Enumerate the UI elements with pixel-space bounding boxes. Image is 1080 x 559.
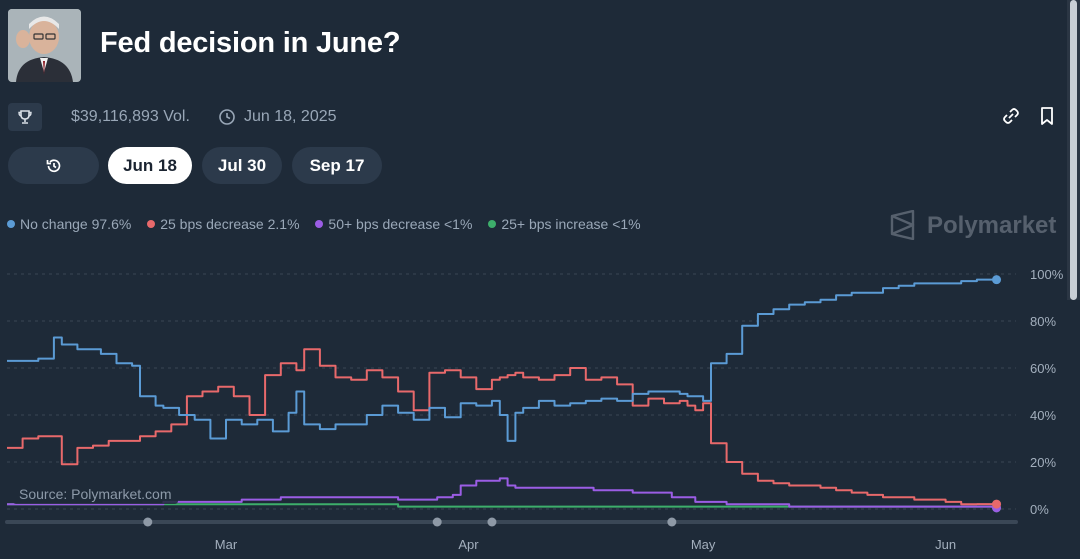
legend-label: 25 bps decrease 2.1% xyxy=(160,216,300,232)
legend-item-25-bps-increase: 25+ bps increase <1% xyxy=(488,216,641,232)
volume-label: $39,116,893 Vol. xyxy=(71,108,190,125)
history-icon xyxy=(46,158,60,172)
y-tick-label: 0% xyxy=(1030,502,1049,517)
legend-item-50-bps-decrease: 50+ bps decrease <1% xyxy=(315,216,472,232)
tab-sep-17[interactable]: Sep 17 xyxy=(292,147,382,184)
legend-item-no-change: No change 97.6% xyxy=(7,216,131,232)
link-icon[interactable] xyxy=(1001,106,1021,126)
source-label: Source: Polymarket.com xyxy=(13,484,178,504)
timeline-marker xyxy=(487,517,497,527)
timeline-marker xyxy=(432,517,442,527)
scrollbar[interactable] xyxy=(1067,0,1080,300)
end-date-label: Jun 18, 2025 xyxy=(244,108,337,125)
page-title: Fed decision in June? xyxy=(100,27,401,59)
clock-icon xyxy=(219,109,235,125)
series-layer xyxy=(7,275,1002,513)
legend-dot xyxy=(147,220,156,228)
series-no-change xyxy=(7,278,993,442)
series-no-change-end-point xyxy=(992,275,1002,285)
series-50-bps-decrease xyxy=(7,477,994,508)
tab-jun-18[interactable]: Jun 18 xyxy=(108,147,192,184)
legend-label: 50+ bps decrease <1% xyxy=(328,216,473,232)
chart-grid xyxy=(7,273,1016,510)
y-tick-label: 100% xyxy=(1030,267,1064,282)
y-tick-label: 40% xyxy=(1030,408,1056,423)
bookmark-icon[interactable] xyxy=(1038,106,1056,126)
probability-chart: 100% 80% 60% 40% 20% 0% Mar Apr May Jun xyxy=(5,267,1064,552)
legend-dot xyxy=(7,220,15,228)
trophy-badge[interactable] xyxy=(8,103,42,131)
legend-dot xyxy=(488,220,497,228)
avatar xyxy=(8,9,81,82)
brand-name: Polymarket xyxy=(927,212,1057,239)
y-tick-label: 60% xyxy=(1030,361,1056,376)
tab-jul-30[interactable]: Jul 30 xyxy=(202,147,282,184)
y-axis: 100% 80% 60% 40% 20% 0% xyxy=(1030,267,1064,517)
trophy-icon xyxy=(18,110,32,124)
x-axis: Mar Apr May Jun xyxy=(215,537,956,552)
legend-label: 25+ bps increase <1% xyxy=(501,216,641,232)
timeline-marker xyxy=(143,517,153,527)
market-meta: $39,116,893 Vol. Jun 18, 2025 xyxy=(8,103,1068,131)
y-tick-label: 80% xyxy=(1030,314,1056,329)
timeline-marker xyxy=(667,517,677,527)
chart-legend: No change 97.6% 25 bps decrease 2.1% 50+… xyxy=(7,216,653,232)
portrait-image xyxy=(8,9,81,82)
polymarket-watermark: Polymarket xyxy=(889,209,1056,242)
legend-dot xyxy=(315,220,324,228)
timeline-track xyxy=(5,517,1018,527)
x-tick-label: Apr xyxy=(458,537,479,552)
y-tick-label: 20% xyxy=(1030,455,1056,470)
x-tick-label: Mar xyxy=(215,537,238,552)
series-25-bps-decrease-end-point xyxy=(992,499,1002,509)
tab-history[interactable] xyxy=(8,147,99,184)
series-25-bps-decrease xyxy=(7,348,993,506)
legend-label: No change 97.6% xyxy=(20,216,132,232)
scrollbar-thumb[interactable] xyxy=(1070,0,1077,300)
polymarket-logo-icon xyxy=(890,209,915,241)
market-header: Fed decision in June? xyxy=(8,9,1068,84)
x-tick-label: May xyxy=(691,537,716,552)
x-tick-label: Jun xyxy=(935,537,956,552)
legend-item-25-bps-decrease: 25 bps decrease 2.1% xyxy=(147,216,300,232)
